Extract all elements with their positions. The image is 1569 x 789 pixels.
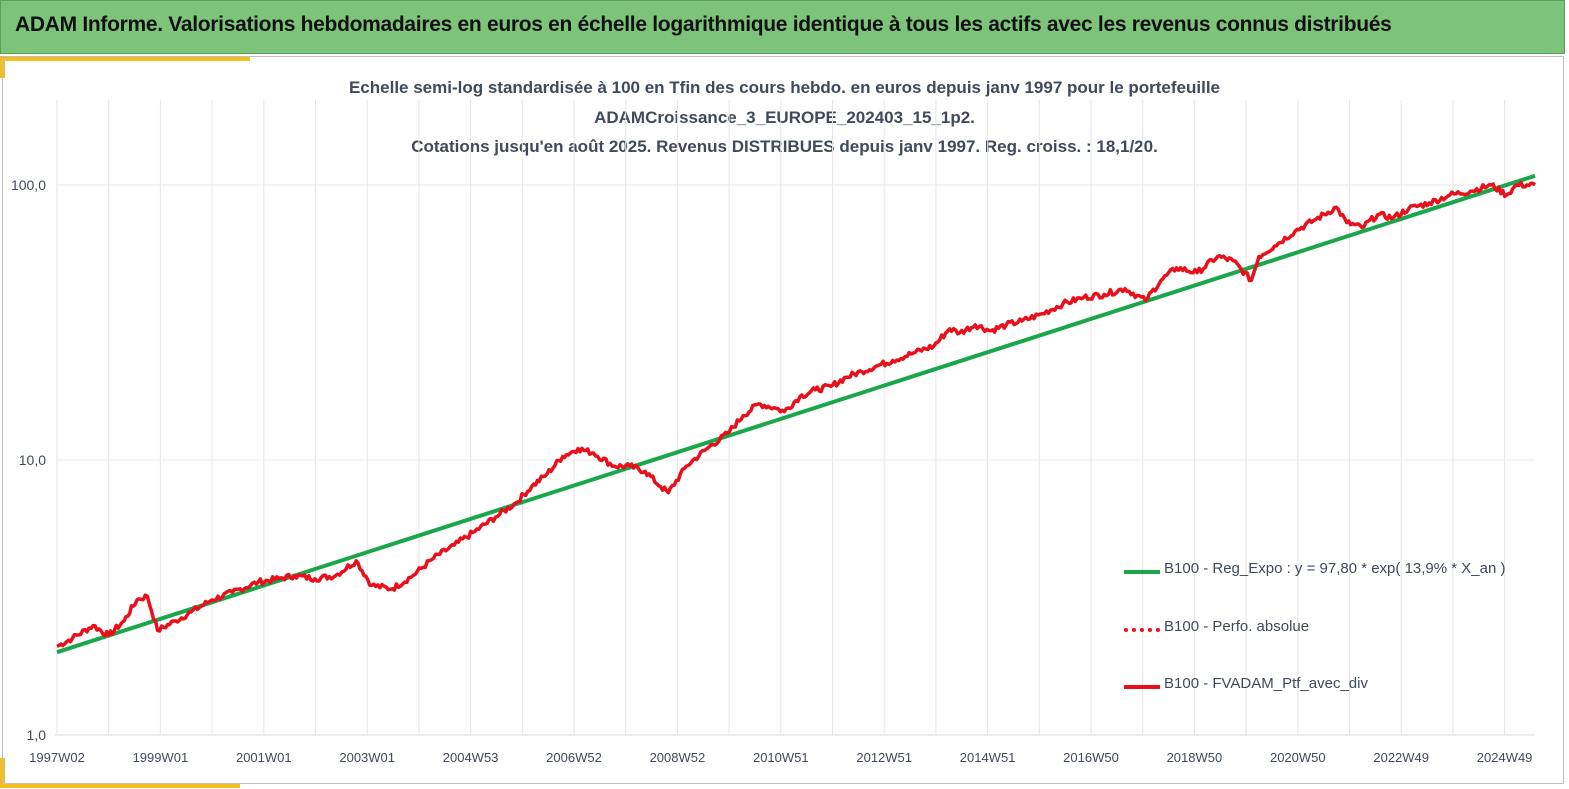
y-tick-label: 1,0: [27, 727, 47, 743]
x-tick-label: 2024W49: [1477, 750, 1533, 765]
chart-title-line-1: Echelle semi-log standardisée à 100 en T…: [348, 78, 1221, 97]
grid-lines: [56, 100, 1535, 736]
accent-bar-top: [0, 56, 250, 61]
legend-label-portfolio: B100 - FVADAM_Ptf_avec_div: [1164, 675, 1368, 692]
legend-label-perfo: B100 - Perfo. absolue: [1164, 618, 1310, 635]
x-tick-label: 2018W50: [1167, 750, 1223, 765]
x-tick-label: 2006W52: [546, 750, 602, 765]
accent-bar-bottom: [0, 783, 240, 788]
chart-frame: [2, 56, 1564, 784]
x-tick-label: 1997W02: [29, 750, 85, 765]
x-tick-label: 2008W52: [650, 750, 706, 765]
x-tick-label: 2004W53: [443, 750, 499, 765]
x-axis-ticks: 1997W02 1999W01 2001W01 2003W01 2004W53 2006W…: [29, 750, 1532, 765]
y-tick-label: 10,0: [19, 452, 46, 468]
x-tick-label: 2022W49: [1373, 750, 1429, 765]
header-banner: ADAM Informe. Valorisations hebdomadaire…: [0, 0, 1565, 54]
legend-label-regression: B100 - Reg_Expo : y = 97,80 * exp( 13,9%…: [1164, 560, 1506, 577]
x-tick-label: 2014W51: [960, 750, 1016, 765]
x-tick-label: 2016W50: [1063, 750, 1119, 765]
y-tick-label: 100,0: [11, 177, 46, 193]
x-tick-label: 2020W50: [1270, 750, 1326, 765]
legend-swatch-regression: [1124, 570, 1160, 574]
x-tick-label: 2001W01: [236, 750, 292, 765]
legend-swatch-perfo: [1124, 628, 1160, 632]
x-tick-label: 2012W51: [856, 750, 912, 765]
y-axis-ticks: 100,0 10,0 1,0: [11, 177, 46, 743]
series-portfolio-line: [56, 180, 1537, 648]
page-title: ADAM Informe. Valorisations hebdomadaire…: [15, 13, 1392, 36]
x-tick-label: 2010W51: [753, 750, 809, 765]
chart-title-line-3: Cotations jusqu'en août 2025. Revenus DI…: [411, 137, 1158, 156]
legend-swatch-portfolio: [1124, 685, 1160, 689]
series-regression-line: [56, 173, 1536, 655]
x-tick-label: 2003W01: [339, 750, 395, 765]
chart-title-line-2: ADAMCroissance_3_EUROPE_202403_15_1p2.: [594, 108, 975, 127]
x-tick-label: 1999W01: [133, 750, 189, 765]
